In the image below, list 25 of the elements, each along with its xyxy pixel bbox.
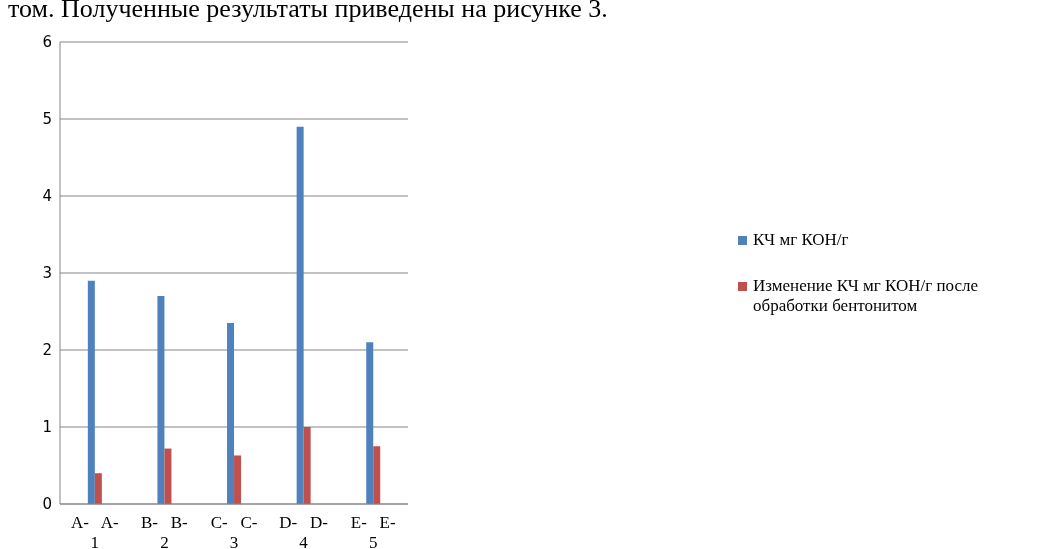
y-tick-label: 2 — [42, 341, 52, 360]
bar — [234, 455, 242, 504]
bar — [87, 280, 95, 504]
x-tick-label: C- C- 3 — [210, 513, 258, 549]
y-tick-label: 5 — [42, 110, 52, 129]
bar — [164, 448, 172, 504]
x-tick-label: D- D- 4 — [279, 513, 329, 549]
legend-label: Изменение КЧ мг КОН/г после обработки бентонитом — [753, 276, 980, 316]
y-tick-label: 3 — [42, 264, 52, 283]
bar — [296, 126, 304, 504]
y-tick-label: 0 — [42, 495, 52, 514]
bar — [303, 427, 311, 504]
bar — [94, 473, 102, 504]
x-tick-label: A- A- 1 — [70, 513, 119, 549]
bar — [373, 446, 381, 504]
x-tick-label: E- E- 5 — [350, 513, 396, 549]
bar — [227, 323, 235, 504]
y-tick-label: 6 — [42, 33, 52, 52]
legend-label: КЧ мг КОН/г — [753, 230, 849, 250]
y-tick-label: 1 — [42, 418, 52, 437]
bar — [366, 342, 374, 504]
bar — [157, 296, 165, 504]
text: том. Полученные результаты приведены на рисунке 3. — [8, 0, 608, 24]
x-tick-label: B- B- 2 — [141, 513, 189, 549]
y-tick-label: 4 — [42, 187, 52, 206]
